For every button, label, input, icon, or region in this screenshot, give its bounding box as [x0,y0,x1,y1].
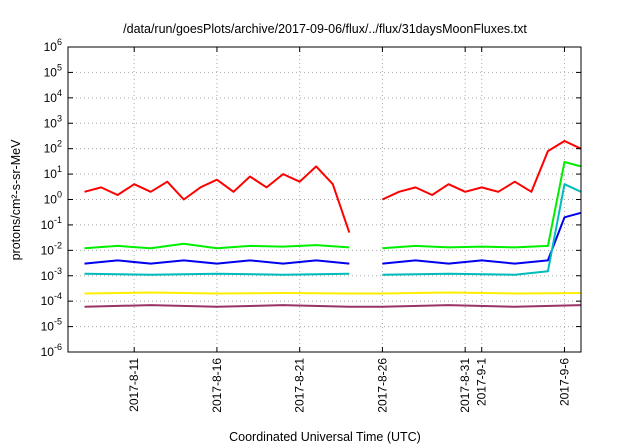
y-tick-label: 10-3 [41,266,62,283]
series-line-4 [84,183,582,276]
y-tick-label: 106 [44,37,62,54]
x-tick-label: 2017-8-21 [293,358,307,413]
chart-title: /data/run/goesPlots/archive/2017-09-06/f… [123,22,527,36]
y-tick-label: 104 [44,88,62,105]
series-line-2 [84,161,582,250]
series-line-6 [84,304,582,308]
y-tick-label: 10-5 [41,317,62,334]
y-tick-label: 10-1 [41,215,62,232]
series-line-3 [84,211,582,265]
x-tick-label: 2017-8-11 [127,358,141,412]
y-axis-label: protons/cm²-s-sr-MeV [9,139,23,261]
y-tick-label: 100 [44,190,62,207]
y-tick-label: 10-2 [41,240,62,257]
y-axis-ticks: 10-6 10-5 10-4 10-3 10-2 10-1 100 101 102 103 104 1… [41,37,581,359]
y-tick-label: 101 [44,164,62,181]
y-tick-label: 10-6 [41,342,62,359]
series-layer [84,140,582,308]
y-tick-label: 103 [44,113,62,130]
x-tick-label: 2017-8-31 [458,358,472,413]
x-tick-label: 2017-8-16 [210,358,224,413]
series-line-5 [84,291,582,295]
x-axis-ticks: 2017-8-11 2017-8-16 2017-8-21 2017-8-26 2017… [127,47,571,413]
x-tick-label: 2017-9-6 [557,358,571,406]
x-axis-label: Coordinated Universal Time (UTC) [229,430,421,444]
x-tick-label: 2017-8-26 [375,358,389,413]
x-tick-label: 2017-9-1 [475,358,489,406]
y-tick-label: 10-4 [41,291,62,308]
y-tick-label: 102 [44,139,62,156]
series-line-1 [84,140,582,233]
y-tick-label: 105 [44,62,62,79]
